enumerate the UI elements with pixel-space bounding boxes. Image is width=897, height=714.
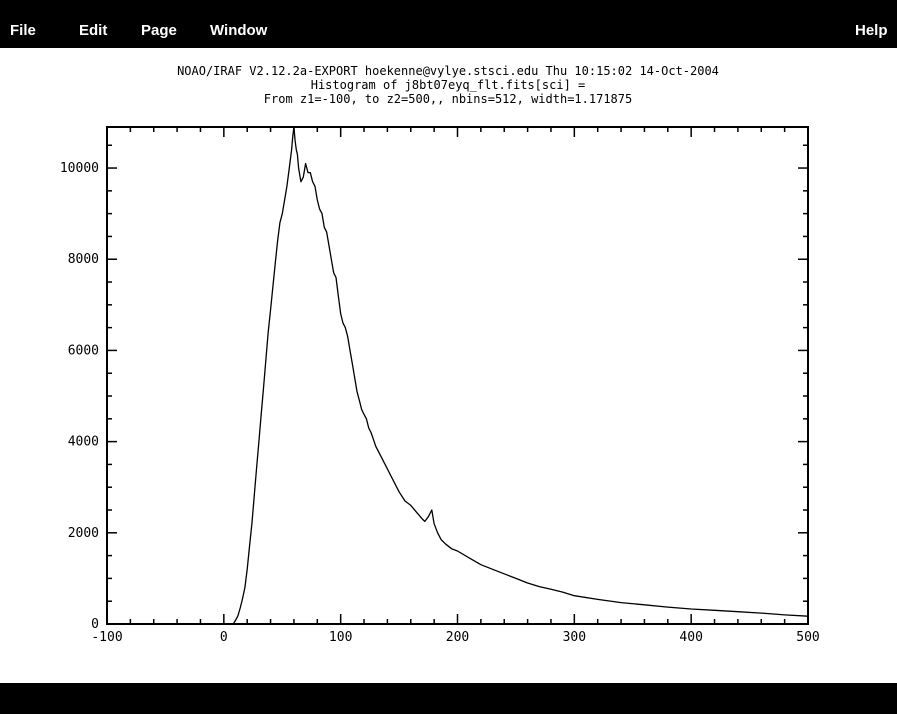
x-tick-label: 100 bbox=[329, 630, 352, 645]
x-tick-label: 500 bbox=[796, 630, 819, 645]
histogram-plot: NOAO/IRAF V2.12.2a-EXPORT hoekenne@vylye… bbox=[60, 64, 820, 645]
menu-file[interactable]: File bbox=[10, 22, 36, 39]
y-tick-label: 6000 bbox=[68, 343, 99, 358]
x-tick-label: 200 bbox=[446, 630, 469, 645]
chart-title-line-3: From z1=-100, to z2=500,, nbins=512, wid… bbox=[264, 92, 632, 106]
menu-window[interactable]: Window bbox=[210, 22, 268, 39]
plot-frame bbox=[106, 126, 809, 625]
y-tick-label: 0 bbox=[91, 617, 99, 632]
menu-bar: File Edit Page Window Help bbox=[0, 0, 897, 48]
y-tick-label: 8000 bbox=[68, 252, 99, 267]
x-tick-label: 300 bbox=[563, 630, 586, 645]
menu-page[interactable]: Page bbox=[141, 22, 177, 39]
menu-edit[interactable]: Edit bbox=[79, 22, 108, 39]
y-tick-label: 10000 bbox=[60, 161, 99, 176]
x-tick-label: 400 bbox=[679, 630, 702, 645]
plot-axes: -100 0 100 200 300 400 50002000400060008000100… bbox=[60, 126, 820, 645]
status-bar bbox=[0, 683, 897, 714]
chart-title-line-2: Histogram of j8bt07eyq_flt.fits[sci] = bbox=[311, 78, 586, 92]
x-tick-label: -100 bbox=[91, 630, 122, 645]
y-tick-label: 2000 bbox=[68, 526, 99, 541]
x-tick-label: 0 bbox=[220, 630, 228, 645]
menu-help[interactable]: Help bbox=[855, 22, 888, 39]
y-tick-label: 4000 bbox=[68, 435, 99, 450]
graphics-window: NOAO/IRAF V2.12.2a-EXPORT hoekenne@vylye… bbox=[10, 48, 897, 680]
plot-series bbox=[232, 126, 809, 625]
chart-title-line-1: NOAO/IRAF V2.12.2a-EXPORT hoekenne@vylye… bbox=[177, 64, 719, 78]
histogram-line bbox=[232, 126, 809, 625]
